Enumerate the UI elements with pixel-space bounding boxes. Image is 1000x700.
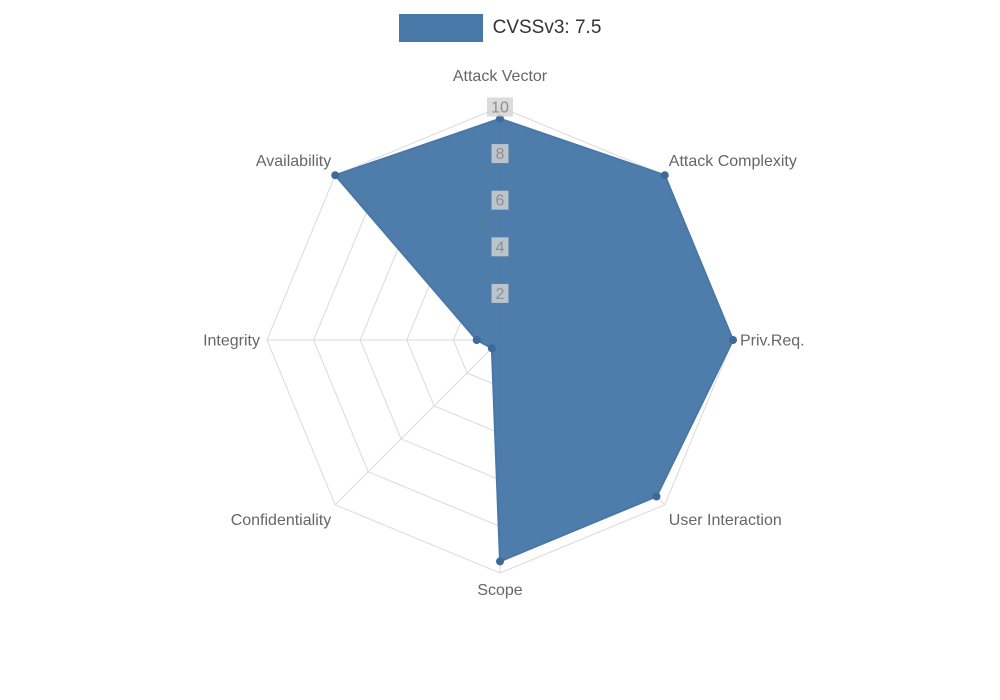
data-point <box>729 336 737 344</box>
axis-label: Scope <box>477 582 522 599</box>
tick-backdrop <box>491 283 509 303</box>
axis-label: Priv.Req. <box>740 333 805 350</box>
tick-label: 6 <box>496 193 505 210</box>
axis-labels: Attack Vector Attack Complexity Priv.Req. U… <box>203 68 805 599</box>
tick-backdrop <box>487 97 513 117</box>
tick-backdrop <box>491 144 509 164</box>
data-point <box>472 336 481 344</box>
data-point <box>652 492 661 501</box>
axis-spoke <box>334 339 501 506</box>
data-points <box>331 114 737 566</box>
axis-label: Confidentiality <box>231 512 332 529</box>
axis-label: Availability <box>256 153 331 170</box>
tick-backdrop <box>491 190 509 210</box>
data-point <box>331 171 340 180</box>
axis-label: Attack Complexity <box>669 153 797 170</box>
legend-swatch <box>398 14 483 42</box>
chart-legend-item[interactable]: CVSSv3: 7.5 <box>0 14 1000 42</box>
axis-label: Attack Vector <box>453 68 548 85</box>
tick-backdrop <box>491 237 509 257</box>
data-point <box>660 171 669 180</box>
data-point <box>496 557 504 566</box>
tick-label: 4 <box>496 239 505 256</box>
tick-label: 10 <box>491 100 509 117</box>
axis-label: User Interaction <box>669 512 782 529</box>
tick-labels: 2 4 6 8 10 <box>487 97 513 303</box>
data-point <box>496 114 504 123</box>
tick-label: 2 <box>496 286 505 303</box>
axis-label: Integrity <box>203 333 260 350</box>
data-point <box>487 344 496 353</box>
legend-label: CVSSv3: 7.5 <box>492 17 602 38</box>
tick-label: 8 <box>496 146 505 163</box>
